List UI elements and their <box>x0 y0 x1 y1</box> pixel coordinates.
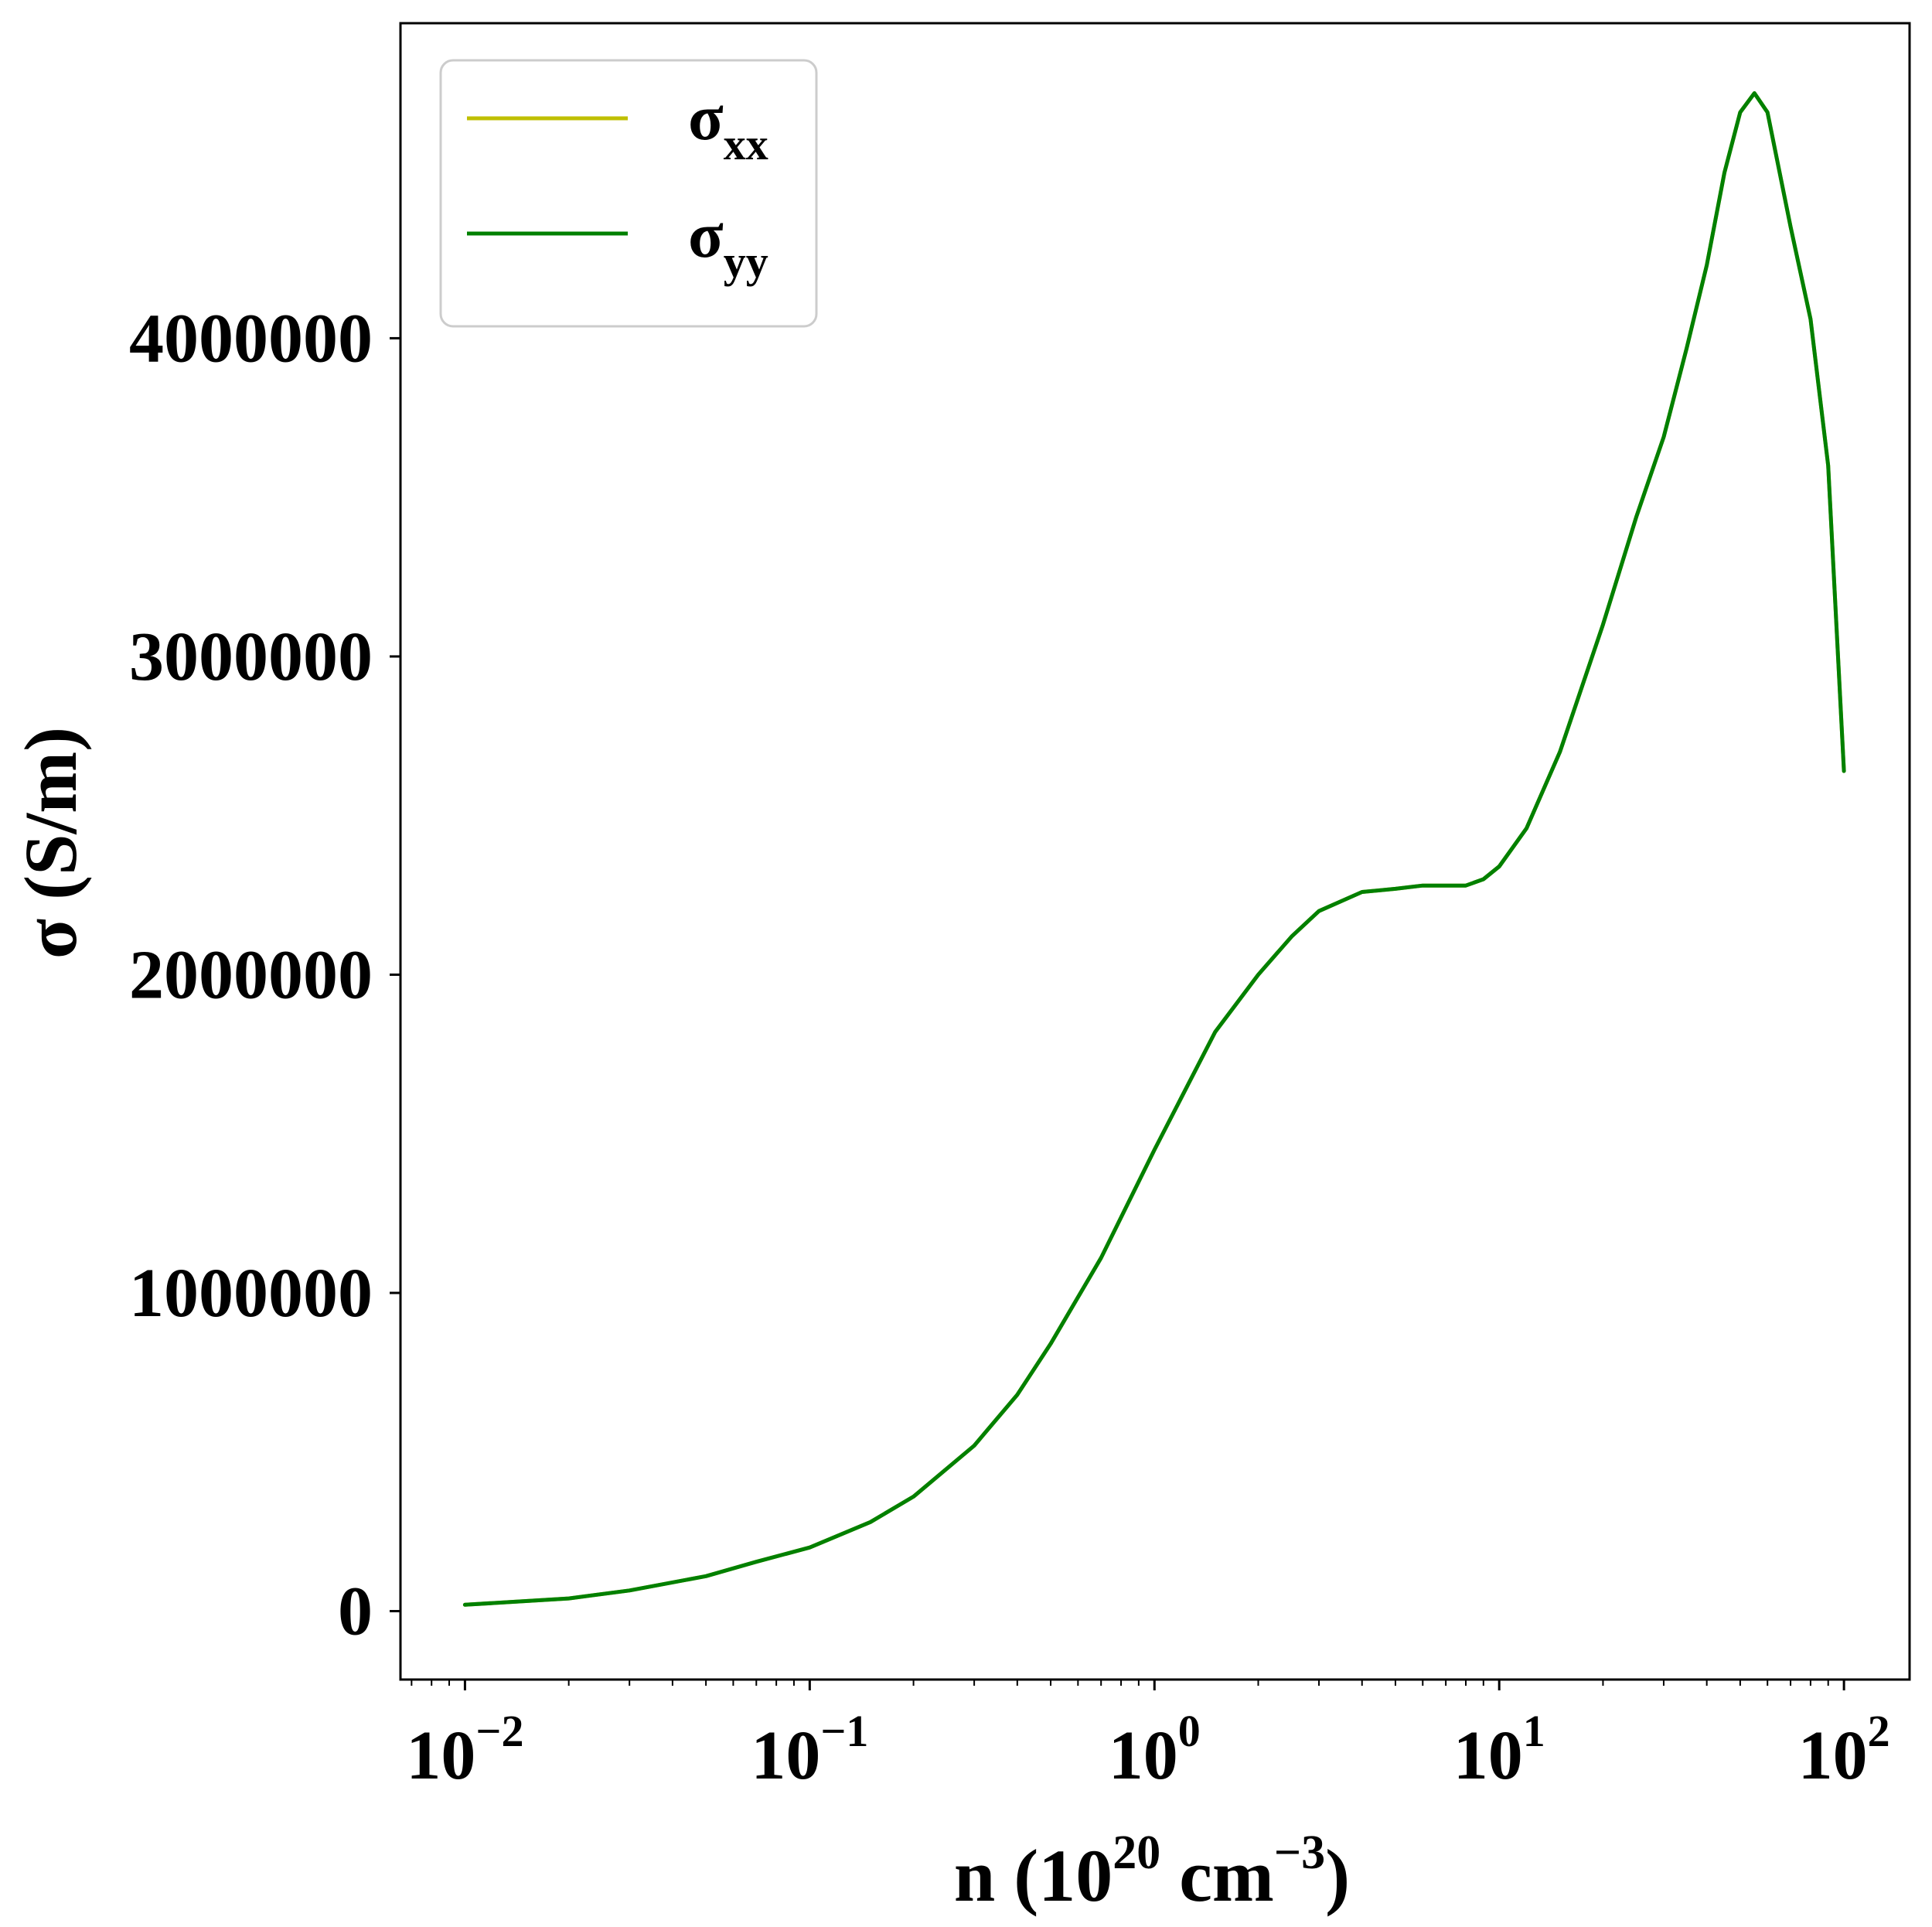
x-axis-label: n (1020 cm−3) <box>954 1826 1350 1917</box>
y-tick-label: 4000000 <box>129 300 373 377</box>
legend-label-sigma-yy: σyy <box>688 200 768 287</box>
x-tick-label-base: 10 <box>1109 1717 1178 1794</box>
y-tick-label: 2000000 <box>129 936 373 1013</box>
x-tick-label-exponent: −2 <box>475 1706 523 1756</box>
x-tick-label: 102 <box>1798 1706 1890 1794</box>
x-axis-label-sup1: 20 <box>1113 1826 1160 1879</box>
legend-label-sigma-xx: σxx <box>688 82 768 169</box>
x-axis-label-mid: cm <box>1160 1834 1274 1917</box>
x-tick-label-exponent: 2 <box>1868 1706 1890 1756</box>
x-tick-label-base: 10 <box>1798 1717 1868 1794</box>
y-tick-label: 3000000 <box>129 619 373 695</box>
x-tick-label: 10−1 <box>751 1706 868 1794</box>
legend-label-sigma-xx-main: σ <box>688 82 724 154</box>
legend-label-sigma-yy-main: σ <box>688 200 724 271</box>
x-tick-label-base: 10 <box>751 1717 820 1794</box>
legend-box <box>439 59 818 328</box>
y-tick-label: 0 <box>338 1574 373 1650</box>
series-layer <box>462 91 1846 1607</box>
x-tick-label: 101 <box>1453 1706 1545 1794</box>
x-tick-label-base: 10 <box>1453 1717 1523 1794</box>
series-line-sigma-yy <box>462 91 1846 1607</box>
x-tick-label-exponent: 1 <box>1523 1706 1545 1756</box>
x-tick-label: 100 <box>1109 1706 1201 1794</box>
x-axis-label-sup2: −3 <box>1274 1826 1325 1879</box>
legend: σxx σyy <box>439 59 818 328</box>
y-axis-ticks: 0 1000000 2000000 3000000 4000000 <box>129 300 400 1650</box>
x-axis-ticks: 10−2 10−1 100 101 102 <box>406 1680 1890 1794</box>
legend-label-sigma-yy-sub: yy <box>724 237 768 287</box>
legend-label-sigma-xx-sub: xx <box>724 119 768 169</box>
x-axis-label-text: n (10 <box>954 1834 1113 1917</box>
x-tick-label-exponent: 0 <box>1178 1706 1201 1756</box>
y-axis-label: σ (S/m) <box>9 727 92 959</box>
x-tick-label: 10−2 <box>406 1706 523 1794</box>
x-tick-label-base: 10 <box>406 1717 475 1794</box>
x-axis-label-end: ) <box>1325 1834 1350 1917</box>
y-tick-label: 1000000 <box>129 1255 373 1332</box>
x-tick-label-exponent: −1 <box>820 1706 868 1756</box>
